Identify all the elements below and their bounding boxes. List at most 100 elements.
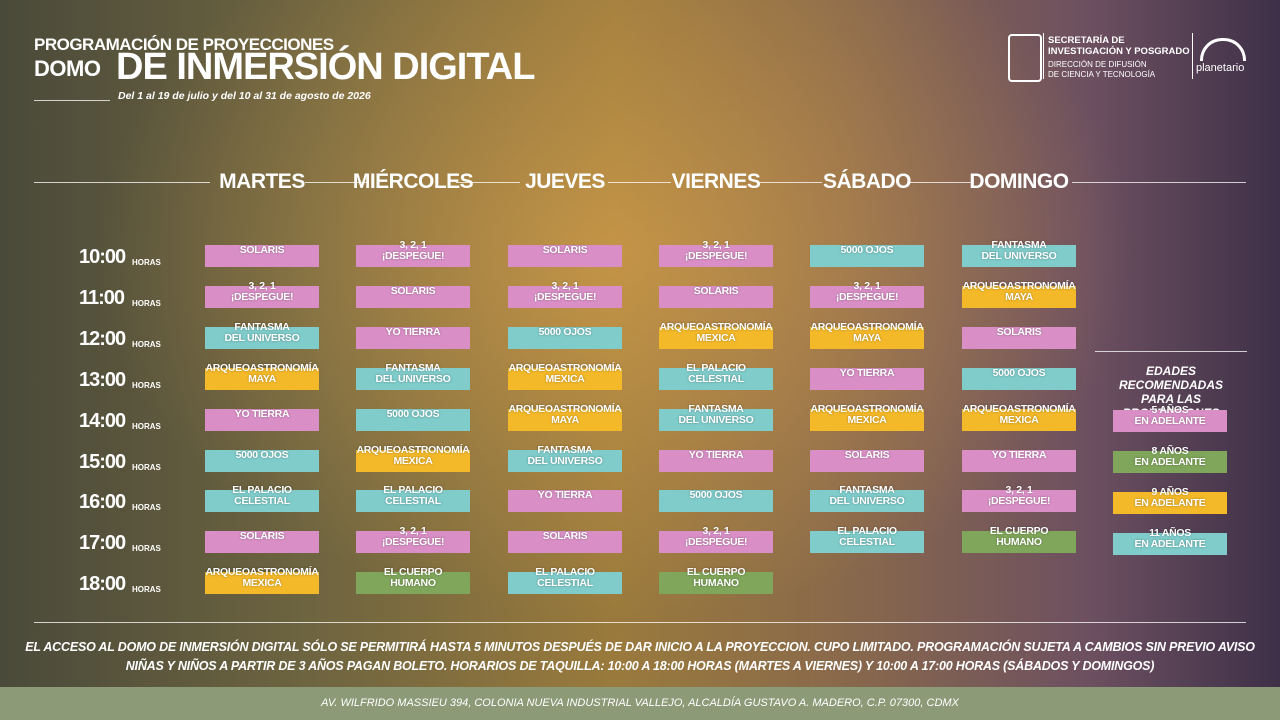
- program-title-line: YO TIERRA: [385, 325, 441, 338]
- program-title-line: 9 AÑOS: [1151, 486, 1189, 498]
- program-title: 5000 OJOS: [197, 449, 327, 461]
- program-title: 5000 OJOS: [500, 325, 630, 338]
- program-block: [205, 449, 319, 472]
- title-line1: PROGRAMACIÓN DE PROYECCIONES: [34, 35, 334, 54]
- program-title-line: ¡DESPEGUE!: [230, 290, 294, 303]
- program-title-line: ¡DESPEGUE!: [381, 536, 445, 549]
- program-title-line: SOLARIS: [239, 530, 285, 543]
- address: AV. WILFRIDO MASSIEU 394, COLONIA NUEVA …: [321, 697, 959, 709]
- program-title-line: 3, 2, 1: [399, 525, 427, 538]
- program-block: [810, 285, 924, 308]
- program-title: ARQUEOASTRONOMÍA MEXICA: [348, 444, 478, 467]
- horas-label: HORAS: [132, 380, 161, 390]
- program-title-line: DEL UNIVERSO: [224, 331, 300, 344]
- program-block: [659, 367, 773, 390]
- program-block: [810, 531, 924, 554]
- program-title: 11 AÑOS EN ADELANTE: [1105, 528, 1235, 550]
- program-title: 9 AÑOS EN ADELANTE: [1105, 487, 1235, 509]
- program-title-line: ARQUEOASTRONOMÍA: [810, 320, 924, 333]
- program-title-line: HUMANO: [390, 577, 436, 590]
- program-title: ARQUEOASTRONOMÍA MEXICA: [500, 362, 630, 385]
- program-block: [205, 490, 319, 513]
- program-title-line: HUMANO: [693, 577, 739, 590]
- program-title-line: MEXICA: [242, 577, 282, 590]
- program-title: 8 AÑOS EN ADELANTE: [1105, 446, 1235, 468]
- program-block: [508, 326, 622, 349]
- program-title-line: DEL UNIVERSO: [375, 372, 451, 385]
- program-block: [810, 408, 924, 431]
- program-title-line: ¡DESPEGUE!: [684, 536, 748, 549]
- program-title-line: YO TIERRA: [537, 489, 593, 502]
- program-block: [659, 326, 773, 349]
- program-title-line: 5000 OJOS: [992, 366, 1046, 379]
- program-block: [508, 408, 622, 431]
- program-title-line: 3, 2, 1: [248, 279, 276, 292]
- program-block: [1113, 533, 1227, 555]
- horas-label: HORAS: [132, 462, 161, 472]
- program-title-line: 3, 2, 1: [399, 239, 427, 251]
- program-block: [659, 572, 773, 595]
- program-title-line: EL PALACIO: [232, 484, 292, 497]
- program-title: ARQUEOASTRONOMÍA MEXICA: [802, 402, 932, 426]
- program-title: EL CUERPO HUMANO: [348, 567, 478, 589]
- program-title: SOLARIS: [651, 285, 781, 297]
- day-rule: [910, 182, 974, 183]
- program-title-line: MEXICA: [393, 454, 433, 467]
- program-title-line: SOLARIS: [239, 244, 285, 256]
- program-title-line: EL CUERPO: [989, 525, 1049, 538]
- program-title: FANTASMA DEL UNIVERSO: [954, 240, 1084, 262]
- program-title-line: FANTASMA: [991, 239, 1047, 251]
- program-block: [356, 408, 470, 431]
- program-title-line: 3, 2, 1: [702, 239, 730, 251]
- program-title: 3, 2, 1 ¡DESPEGUE!: [651, 240, 781, 262]
- program-title-line: CELESTIAL: [385, 495, 441, 508]
- program-title: SOLARIS: [802, 449, 932, 461]
- time-label: 18:00: [79, 573, 126, 596]
- program-title-line: 5000 OJOS: [538, 325, 592, 338]
- program-block: [962, 326, 1076, 349]
- program-title: 5000 OJOS: [348, 408, 478, 420]
- program-title: FANTASMA DEL UNIVERSO: [500, 444, 630, 467]
- day-header: VIERNES: [671, 170, 761, 193]
- program-block: [508, 572, 622, 595]
- time-label: 16:00: [79, 491, 126, 514]
- program-title-line: ARQUEOASTRONOMÍA: [205, 566, 319, 579]
- program-title: YO TIERRA: [197, 408, 327, 420]
- program-title-line: EN ADELANTE: [1134, 456, 1206, 468]
- program-block: [962, 285, 1076, 308]
- program-title-line: ARQUEOASTRONOMÍA: [810, 402, 924, 415]
- program-title: 3, 2, 1 ¡DESPEGUE!: [197, 279, 327, 303]
- program-title-line: 5000 OJOS: [689, 489, 743, 502]
- program-title: YO TIERRA: [348, 325, 478, 338]
- program-title-line: ¡DESPEGUE!: [684, 250, 748, 262]
- horas-label: HORAS: [132, 258, 161, 267]
- program-title: ARQUEOASTRONOMÍA MEXICA: [651, 321, 781, 344]
- program-title: SOLARIS: [500, 531, 630, 542]
- program-block: [810, 326, 924, 349]
- program-title-line: FANTASMA: [385, 361, 441, 374]
- program-title: EL CUERPO HUMANO: [954, 526, 1084, 548]
- program-title-line: EN ADELANTE: [1134, 497, 1206, 509]
- program-title: 5000 OJOS: [651, 490, 781, 501]
- program-block: [356, 367, 470, 390]
- day-header: MARTES: [219, 170, 305, 193]
- program-block: [659, 449, 773, 472]
- program-title: SOLARIS: [500, 245, 630, 256]
- program-title-line: EL CUERPO: [686, 566, 746, 579]
- program-title: 3, 2, 1 ¡DESPEGUE!: [348, 240, 478, 262]
- program-title-line: CELESTIAL: [234, 495, 290, 508]
- time-label: 14:00: [79, 409, 126, 432]
- program-block: [1113, 492, 1227, 514]
- ipn-logo: [1008, 34, 1042, 82]
- program-title-line: 5000 OJOS: [840, 244, 894, 256]
- program-title-line: EN ADELANTE: [1134, 415, 1206, 427]
- horas-label: HORAS: [132, 339, 161, 349]
- program-title-line: DEL UNIVERSO: [527, 454, 603, 467]
- day-rule: [305, 182, 368, 183]
- program-block: [508, 367, 622, 390]
- program-title-line: ¡DESPEGUE!: [835, 290, 899, 303]
- program-title: FANTASMA DEL UNIVERSO: [802, 485, 932, 507]
- program-title: EL PALACIO CELESTIAL: [802, 526, 932, 548]
- program-title-line: YO TIERRA: [991, 448, 1047, 461]
